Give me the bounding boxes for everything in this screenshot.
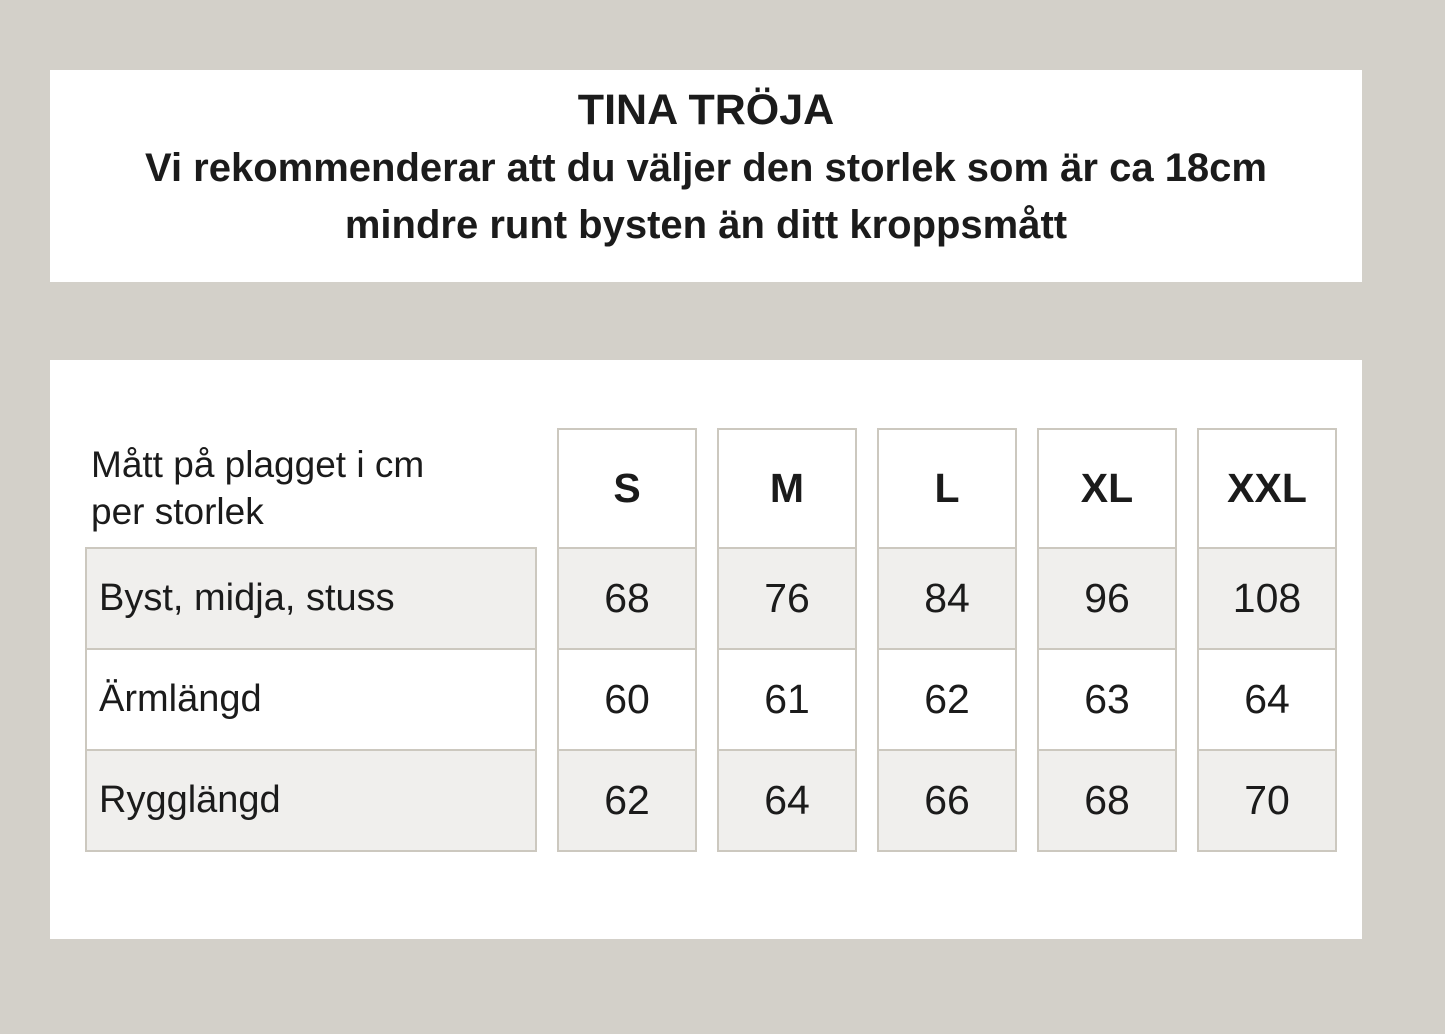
value-cell-byst-s: 68: [557, 547, 697, 650]
value-cell-armlangd-m: 61: [717, 648, 857, 751]
row-label-rygglangd: Rygglängd: [85, 749, 537, 852]
value-cell-byst-l: 84: [877, 547, 1017, 650]
page-title: TINA TRÖJA: [577, 86, 835, 134]
size-header-m: M: [717, 428, 857, 549]
size-column-s: S 68 60 62: [557, 428, 697, 852]
size-column-xl: XL 96 63 68: [1037, 428, 1177, 852]
value-cell-rygglangd-xxl: 70: [1197, 749, 1337, 852]
size-column-m: M 76 61 64: [717, 428, 857, 852]
size-column-xxl: XXL 108 64 70: [1197, 428, 1337, 852]
row-label-byst-midja-stuss: Byst, midja, stuss: [85, 547, 537, 650]
page-subtitle: Vi rekommenderar att du väljer den storl…: [145, 146, 1267, 247]
value-cell-rygglangd-m: 64: [717, 749, 857, 852]
size-header-xl: XL: [1037, 428, 1177, 549]
size-header-l: L: [877, 428, 1017, 549]
value-cell-byst-xxl: 108: [1197, 547, 1337, 650]
size-header-s: S: [557, 428, 697, 549]
value-cell-armlangd-xxl: 64: [1197, 648, 1337, 751]
value-cell-armlangd-s: 60: [557, 648, 697, 751]
row-label-armlangd: Ärmlängd: [85, 648, 537, 751]
table-corner-label: Mått på plagget i cm per storlek: [91, 443, 425, 532]
size-column-l: L 84 62 66: [877, 428, 1017, 852]
size-header-xxl: XXL: [1197, 428, 1337, 549]
header-panel: TINA TRÖJA Vi rekommenderar att du välje…: [50, 70, 1362, 282]
value-cell-byst-xl: 96: [1037, 547, 1177, 650]
measurement-label-column: Mått på plagget i cm per storlek Byst, m…: [85, 428, 537, 852]
value-cell-rygglangd-l: 66: [877, 749, 1017, 852]
value-cell-armlangd-xl: 63: [1037, 648, 1177, 751]
value-cell-byst-m: 76: [717, 547, 857, 650]
size-table-panel: Mått på plagget i cm per storlek Byst, m…: [50, 360, 1362, 939]
value-cell-rygglangd-xl: 68: [1037, 749, 1177, 852]
value-cell-armlangd-l: 62: [877, 648, 1017, 751]
size-table: Mått på plagget i cm per storlek Byst, m…: [85, 428, 1337, 852]
value-cell-rygglangd-s: 62: [557, 749, 697, 852]
